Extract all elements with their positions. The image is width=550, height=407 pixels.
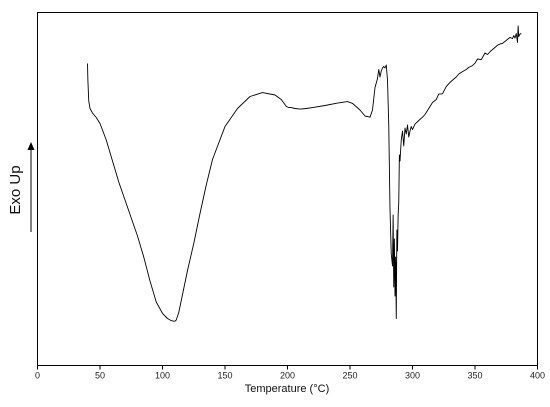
x-tick-label: 250	[342, 371, 357, 381]
x-tick-label: 100	[155, 371, 170, 381]
x-tick-label: 400	[530, 371, 545, 381]
y-axis-label-group: Exo Up	[7, 142, 35, 232]
x-tick-label: 200	[280, 371, 295, 381]
plot-frame	[37, 12, 538, 366]
y-axis-title: Exo Up	[7, 165, 24, 214]
x-axis-title: Temperature (°C)	[245, 383, 329, 395]
x-tick-label: 0	[35, 371, 40, 381]
series-line	[87, 25, 522, 322]
x-tick-label: 350	[467, 371, 482, 381]
x-tick-label: 300	[405, 371, 420, 381]
x-tick-label: 50	[95, 371, 105, 381]
x-axis-ticks: 0 50 100 150 200 250 300 350 400	[35, 365, 545, 381]
x-tick-label: 150	[217, 371, 232, 381]
arrow-up-icon	[27, 142, 35, 150]
